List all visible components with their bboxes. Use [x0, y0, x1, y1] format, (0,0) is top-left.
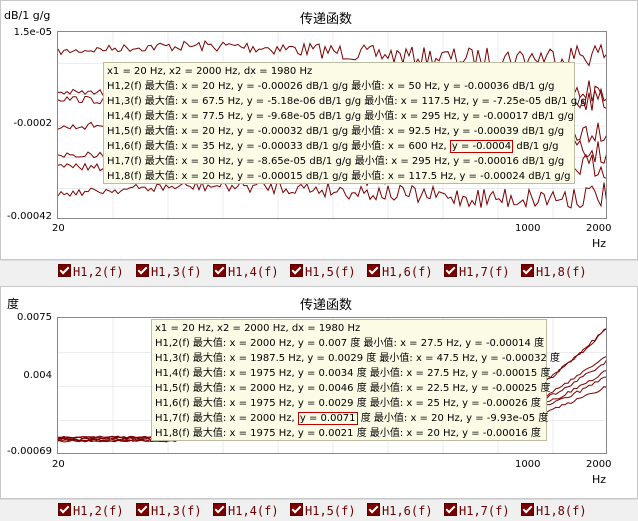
tooltip-line: H1,7(f) 最大值: x = 30 Hz, y = -8.65e-05 dB… [107, 156, 565, 167]
bottom-y-unit: 度 [7, 297, 20, 311]
legend-label: H1,2(f) [73, 265, 124, 279]
tooltip-line: H1,3(f) 最大值: x = 1987.5 Hz, y = 0.0029 度… [155, 353, 560, 364]
checkbox-icon[interactable] [58, 503, 71, 516]
checkbox-icon[interactable] [521, 264, 534, 277]
legend-item-h16[interactable]: H1,6(f) [367, 264, 433, 279]
top-x-tick: 2000 [586, 223, 612, 234]
legend-label: H1,7(f) [459, 504, 510, 518]
tooltip-text: dB/1 g/g [513, 141, 559, 152]
top-x-tick: 1000 [515, 223, 541, 234]
checkbox-icon[interactable] [521, 503, 534, 516]
legend-item-h15[interactable]: H1,5(f) [290, 264, 356, 279]
legend-label: H1,3(f) [151, 265, 202, 279]
tooltip-line: H1,5(f) 最大值: x = 2000 Hz, y = 0.0046 度 最… [155, 383, 551, 394]
tooltip-line: H1,2(f) 最大值: x = 2000 Hz, y = 0.007 度 最小… [155, 338, 545, 349]
top-chart-title: 传递函数 [300, 12, 353, 27]
top-cursor-tooltip: x1 = 20 Hz, x2 = 2000 Hz, dx = 1980 Hz H… [103, 62, 587, 184]
checkbox-icon[interactable] [290, 264, 303, 277]
legend-item-h16[interactable]: H1,6(f) [367, 503, 433, 518]
bottom-x-tick: 2000 [586, 459, 612, 470]
legend-label: H1,8(f) [536, 504, 587, 518]
tooltip-text: 度 最小值: x = 20 Hz, y = -9.93e-05 度 [357, 413, 549, 424]
checkbox-icon[interactable] [213, 264, 226, 277]
bottom-x-unit: Hz [592, 473, 607, 486]
bottom-legend: H1,2(f) H1,3(f) H1,4(f) H1,5(f) H1,6(f) … [0, 499, 638, 521]
bottom-y-tick: 0.004 [23, 370, 52, 381]
bottom-x-tick: 1000 [515, 459, 541, 470]
tooltip-line: H1,4(f) 最大值: x = 1975 Hz, y = 0.0034 度 最… [155, 368, 551, 379]
series-trace [58, 178, 606, 209]
tooltip-line-h16: H1,6(f) 最大值: x = 35 Hz, y = -0.00033 dB/… [107, 139, 571, 154]
legend-item-h18[interactable]: H1,8(f) [521, 264, 587, 279]
tooltip-line: x1 = 20 Hz, x2 = 2000 Hz, dx = 1980 Hz [155, 323, 361, 334]
legend-label: H1,6(f) [382, 504, 433, 518]
checkbox-icon[interactable] [367, 264, 380, 277]
checkbox-icon[interactable] [367, 503, 380, 516]
legend-item-h15[interactable]: H1,5(f) [290, 503, 356, 518]
legend-label: H1,7(f) [459, 265, 510, 279]
legend-label: H1,5(f) [305, 504, 356, 518]
bottom-chart-panel: 度 传递函数 0.0075 0.004 -0.00069 x1 = 20 Hz,… [0, 286, 638, 499]
tooltip-line: H1,4(f) 最大值: x = 77.5 Hz, y = -9.68e-05 … [107, 111, 574, 122]
tooltip-line: H1,3(f) 最大值: x = 67.5 Hz, y = -5.18e-06 … [107, 96, 587, 107]
bottom-y-tick: 0.0075 [17, 312, 52, 323]
tooltip-highlight: y = -0.0004 [449, 140, 514, 153]
tooltip-line: H1,8(f) 最大值: x = 20 Hz, y = -0.00015 dB/… [107, 171, 571, 182]
legend-item-h12[interactable]: H1,2(f) [58, 264, 124, 279]
tooltip-highlight: y = 0.0071 [297, 412, 358, 425]
legend-item-h14[interactable]: H1,4(f) [213, 264, 279, 279]
legend-item-h12[interactable]: H1,2(f) [58, 503, 124, 518]
tooltip-line: H1,8(f) 最大值: x = 1975 Hz, y = 0.0021 度 最… [155, 428, 541, 439]
top-y-tick: -0.00042 [7, 211, 52, 222]
bottom-x-tick: 20 [52, 459, 65, 470]
tooltip-text: H1,7(f) 最大值: x = 2000 Hz, [155, 413, 298, 424]
tooltip-line: H1,5(f) 最大值: x = 20 Hz, y = -0.00032 dB/… [107, 126, 565, 137]
legend-label: H1,6(f) [382, 265, 433, 279]
top-x-unit: Hz [592, 237, 607, 250]
bottom-y-tick: -0.00069 [7, 446, 52, 457]
tooltip-line: H1,6(f) 最大值: x = 1975 Hz, y = 0.0029 度 最… [155, 398, 541, 409]
legend-item-h14[interactable]: H1,4(f) [213, 503, 279, 518]
top-x-tick: 20 [52, 223, 65, 234]
tooltip-line: x1 = 20 Hz, x2 = 2000 Hz, dx = 1980 Hz [107, 66, 313, 77]
checkbox-icon[interactable] [136, 264, 149, 277]
top-y-tick: 1.5e-05 [13, 27, 52, 38]
legend-item-h17[interactable]: H1,7(f) [444, 264, 510, 279]
top-y-tick: -0.0002 [13, 118, 52, 129]
top-chart-panel: dB/1 g/g 传递函数 1.5e-05 -0.0002 -0.00042 x… [0, 0, 638, 260]
checkbox-icon[interactable] [444, 264, 457, 277]
legend-label: H1,3(f) [151, 504, 202, 518]
checkbox-icon[interactable] [213, 503, 226, 516]
legend-label: H1,5(f) [305, 265, 356, 279]
series-trace [58, 39, 606, 70]
legend-label: H1,4(f) [228, 504, 279, 518]
legend-label: H1,4(f) [228, 265, 279, 279]
legend-item-h17[interactable]: H1,7(f) [444, 503, 510, 518]
bottom-chart-title: 传递函数 [300, 298, 353, 313]
tooltip-text: H1,6(f) 最大值: x = 35 Hz, y = -0.00033 dB/… [107, 141, 450, 152]
top-legend: H1,2(f) H1,3(f) H1,4(f) H1,5(f) H1,6(f) … [0, 260, 638, 282]
legend-label: H1,2(f) [73, 504, 124, 518]
legend-item-h13[interactable]: H1,3(f) [136, 503, 202, 518]
top-y-unit: dB/1 g/g [4, 9, 51, 22]
legend-item-h13[interactable]: H1,3(f) [136, 264, 202, 279]
tooltip-line: H1,2(f) 最大值: x = 20 Hz, y = -0.00026 dB/… [107, 81, 555, 92]
legend-item-h18[interactable]: H1,8(f) [521, 503, 587, 518]
checkbox-icon[interactable] [290, 503, 303, 516]
tooltip-line-h17: H1,7(f) 最大值: x = 2000 Hz, y = 0.0071 度 最… [155, 411, 548, 426]
checkbox-icon[interactable] [136, 503, 149, 516]
checkbox-icon[interactable] [58, 264, 71, 277]
bottom-cursor-tooltip: x1 = 20 Hz, x2 = 2000 Hz, dx = 1980 Hz H… [151, 319, 560, 441]
legend-label: H1,8(f) [536, 265, 587, 279]
checkbox-icon[interactable] [444, 503, 457, 516]
